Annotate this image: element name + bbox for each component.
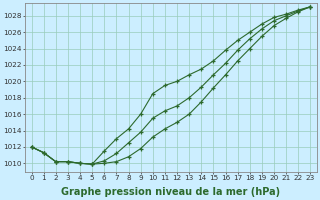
X-axis label: Graphe pression niveau de la mer (hPa): Graphe pression niveau de la mer (hPa) <box>61 187 281 197</box>
